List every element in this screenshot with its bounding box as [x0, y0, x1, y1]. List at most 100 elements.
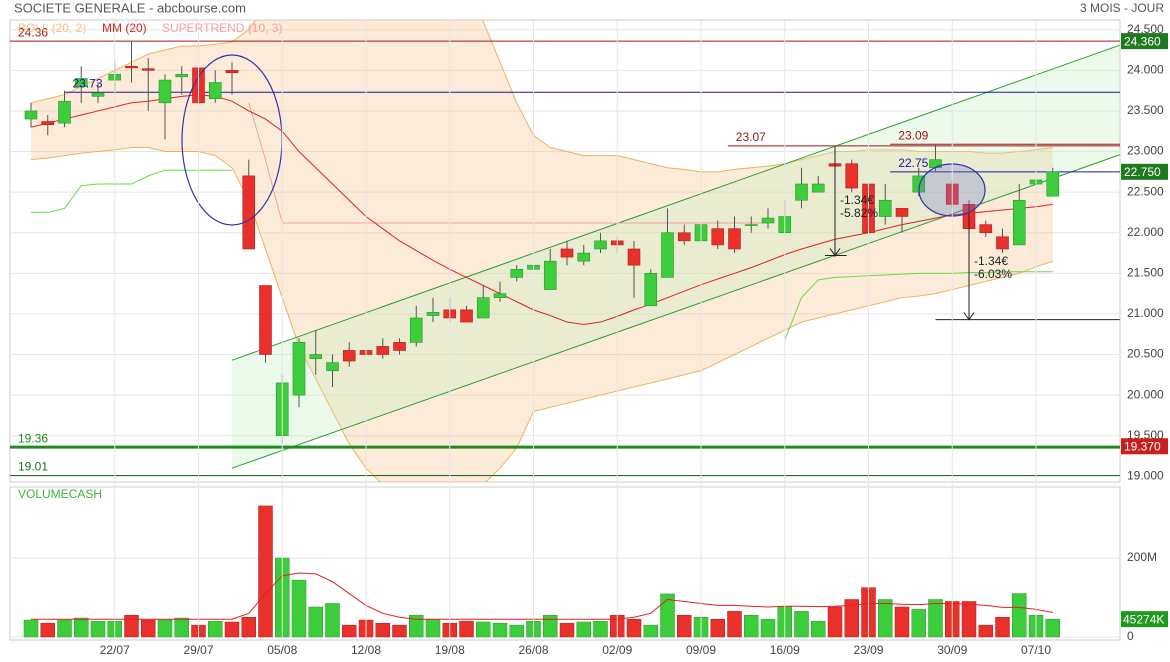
legend-entry: SUPERTREND (10, 3): [162, 21, 282, 35]
volume-bar: [241, 617, 256, 638]
price-tag-label: 24.360: [1124, 34, 1161, 48]
volume-ma: [31, 572, 1053, 620]
volume-bar: [208, 620, 223, 638]
volume-bar: [90, 620, 106, 638]
y-tick-label: 21.000: [1127, 306, 1164, 320]
candle-body: [326, 362, 339, 372]
axes: 19.00019.50020.00020.50021.00021.50022.0…: [18, 20, 1168, 657]
price-tag: [1121, 438, 1168, 455]
y-tick-label: 21.500: [1127, 266, 1164, 280]
price-tag: [1121, 33, 1168, 50]
x-tick-label: 02/09: [602, 643, 632, 657]
candle-body: [225, 70, 239, 74]
candle-body: [661, 232, 674, 278]
volume-bar: [710, 618, 725, 638]
volume-bar: [174, 617, 189, 638]
x-tick-label: 12/08: [351, 643, 381, 657]
volume-bar: [141, 619, 156, 638]
level-label: 19.01: [18, 460, 48, 474]
candle-body: [811, 183, 825, 193]
arrow-label: -6.03%: [974, 267, 1012, 281]
candle-body: [644, 273, 658, 307]
y-tick-label: 23.000: [1127, 144, 1164, 158]
y-tick-label: 20.000: [1127, 387, 1164, 401]
volume-bar: [543, 615, 558, 638]
candle-body: [1046, 171, 1060, 197]
x-tick-label: 07/10: [1021, 643, 1051, 657]
volume-bar: [660, 593, 675, 638]
volume-bar: [643, 624, 658, 638]
x-tick-label: 29/07: [183, 643, 213, 657]
candle-body: [91, 92, 105, 97]
candle-body: [677, 232, 691, 242]
candle-body: [242, 175, 256, 250]
candle-body: [627, 248, 641, 266]
volume-bar: [978, 624, 993, 638]
candle-body: [74, 78, 88, 87]
candle-body: [376, 346, 390, 355]
legend-entry: MM (20): [102, 21, 147, 35]
candle-body: [744, 224, 758, 226]
chart-subtitle: 3 MOIS - JOUR: [1080, 1, 1164, 15]
candle-body: [41, 121, 55, 126]
candle-body: [1012, 199, 1026, 246]
candle-body: [878, 199, 892, 217]
candle-body: [761, 217, 775, 224]
volume-bar: [392, 624, 407, 638]
candle-body: [342, 350, 356, 362]
volume-bar: [626, 618, 642, 638]
volume-bar: [342, 624, 357, 638]
candle-body: [259, 285, 272, 355]
volume-bar: [23, 619, 39, 638]
candle-body: [895, 208, 909, 217]
volume-bar: [1012, 593, 1027, 638]
supertrend-line: [31, 169, 232, 213]
candle-body: [158, 79, 172, 104]
candle-body: [58, 100, 71, 124]
y-tick-label: 22.500: [1127, 184, 1164, 198]
bollinger-upper: [30, 20, 1053, 173]
supertrend-line: [248, 102, 768, 224]
y-tick-label: 23.500: [1127, 103, 1164, 117]
arrow-label: -1.34€: [974, 254, 1008, 268]
volume-bar: [509, 624, 524, 638]
volume-tag-label: 45274K: [1123, 612, 1164, 626]
volume-bar: [878, 599, 893, 638]
y-tick-label: 20.500: [1127, 347, 1164, 361]
y-tick-label: 200M: [1127, 550, 1157, 564]
y-tick-label: 22.000: [1127, 225, 1164, 239]
level-label: 19.36: [18, 431, 48, 445]
candle-body: [560, 248, 574, 258]
volume-bar: [74, 617, 89, 638]
x-tick-label: 16/09: [770, 643, 800, 657]
volume-bar: [325, 603, 340, 638]
volume-bar: [291, 579, 307, 638]
x-tick-label: 05/08: [267, 643, 297, 657]
volume-plot: [10, 505, 1120, 638]
candle-body: [594, 240, 607, 250]
volume-panel: [9, 486, 1121, 641]
candle-body: [543, 260, 557, 290]
volume-bar: [157, 619, 173, 638]
volume-bar: [476, 621, 491, 638]
arrow-label: -5.82%: [840, 206, 878, 220]
y-tick-label: 24.500: [1127, 22, 1164, 36]
price-tag-label: 19.370: [1124, 439, 1161, 453]
candle-body: [996, 236, 1009, 250]
candle-body: [208, 82, 222, 100]
bollinger-band: [31, 20, 1053, 482]
candle-body: [510, 268, 524, 278]
candle-body: [460, 309, 473, 323]
candle-body: [979, 224, 993, 234]
volume-bar: [1045, 618, 1060, 638]
volume-bar: [794, 611, 809, 638]
volume-bar: [995, 617, 1010, 638]
candle-body: [141, 68, 155, 71]
volume-bar: [224, 621, 240, 638]
level-label: 23.73: [73, 76, 103, 90]
y-tick-label: 0: [1127, 629, 1134, 643]
volume-bar: [258, 505, 273, 638]
bollinger-lower: [30, 146, 1053, 482]
volume-bar: [961, 601, 977, 638]
